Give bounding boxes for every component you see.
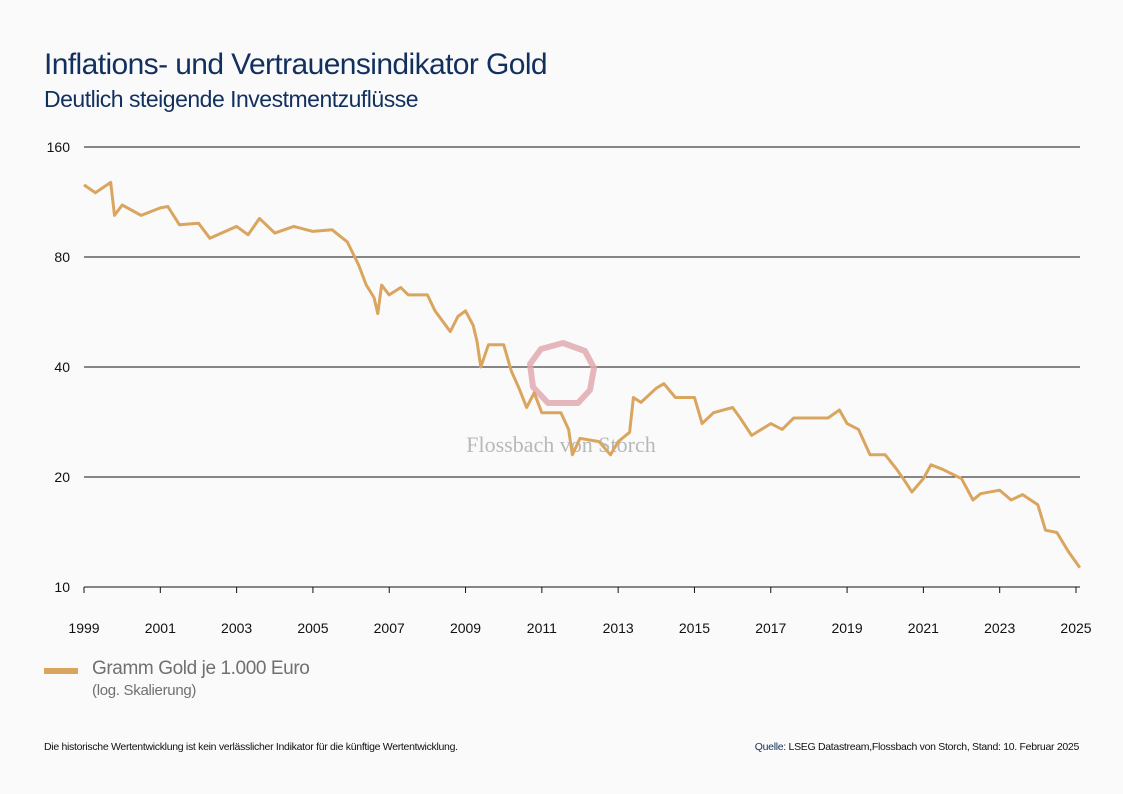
x-tick-label: 2001	[145, 620, 176, 636]
series-points	[83, 182, 1080, 568]
x-axis: 1999 2001 2003 2005 2007 2009 2011 2013 2015 2017…	[68, 587, 1092, 636]
legend-label: Gramm Gold je 1.000 Euro	[92, 658, 310, 679]
source-text: LSEG Datastream,Flossbach von Storch, St…	[785, 741, 1080, 753]
y-tick-label: 80	[54, 249, 70, 265]
x-tick-label: 2015	[679, 620, 710, 636]
y-tick-label: 40	[54, 359, 70, 375]
y-tick-label: 10	[54, 579, 70, 595]
x-tick-label: 2011	[527, 620, 557, 636]
watermark-heptagon-icon	[527, 340, 597, 406]
x-tick-label: 2007	[374, 620, 405, 636]
watermark-logo: Flossbach von Storch	[466, 340, 656, 457]
disclaimer: Die historische Wertentwicklung ist kein…	[44, 741, 458, 753]
x-tick-label: 2019	[831, 620, 862, 636]
source-label: Quelle:	[754, 741, 786, 753]
x-tick-label: 2021	[908, 620, 939, 636]
chart-title: Inflations- und Vertrauensindikator Gold	[44, 48, 548, 81]
x-tick-label: 2023	[984, 620, 1015, 636]
y-axis-labels: 160 80 40 20 10	[47, 139, 71, 595]
chart-subtitle: Deutlich steigende Investmentzuflüsse	[44, 86, 419, 112]
y-tick-label: 20	[54, 469, 70, 485]
y-tick-label: 160	[47, 139, 71, 155]
legend-swatch	[44, 668, 78, 674]
x-tick-label: 2017	[755, 620, 786, 636]
series-line-gold	[83, 180, 1082, 569]
source-note: Quelle: LSEG Datastream,Flossbach von St…	[754, 741, 1080, 753]
x-tick-label: 1999	[68, 620, 99, 636]
x-tick-label: 2005	[297, 620, 328, 636]
x-tick-label: 2003	[221, 620, 252, 636]
x-tick-label: 2009	[450, 620, 481, 636]
x-tick-label: 2025	[1060, 620, 1091, 636]
x-tick-label: 2013	[603, 620, 634, 636]
legend-note: (log. Skalierung)	[92, 682, 197, 699]
gridlines	[84, 146, 1080, 588]
